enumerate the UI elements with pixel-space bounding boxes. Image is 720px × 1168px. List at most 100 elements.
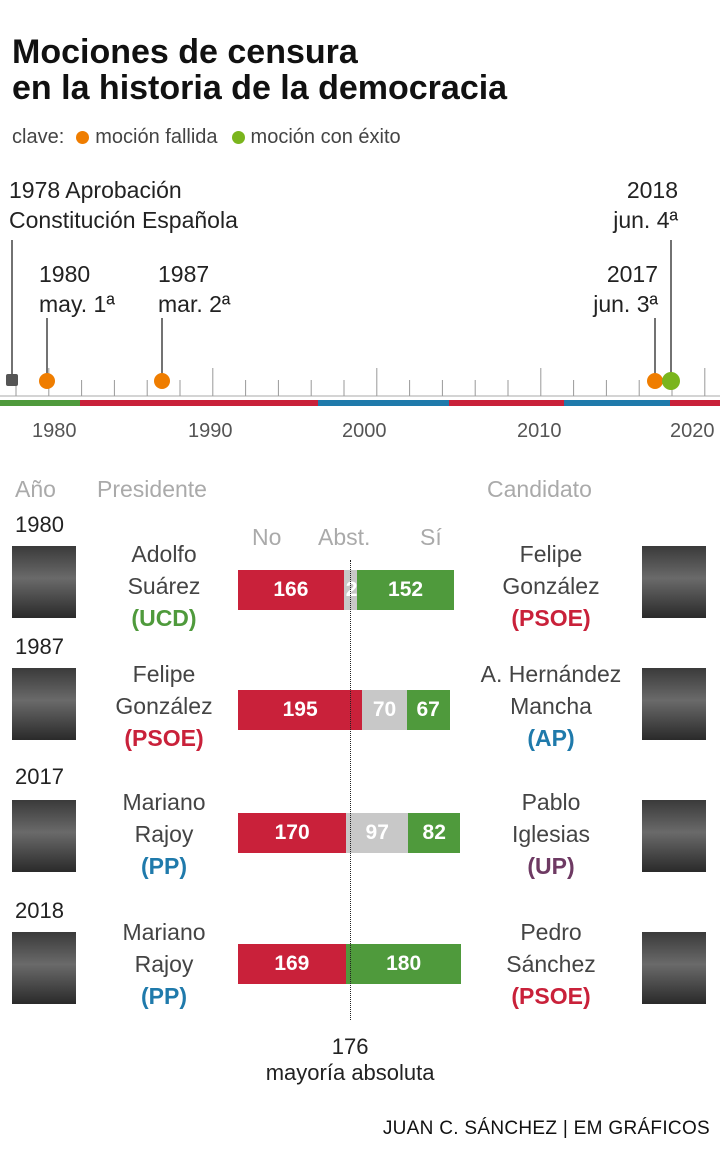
event-year: 1980	[39, 261, 91, 287]
header-candidate: Candidato	[487, 476, 592, 502]
axis-label-1990: 1990	[188, 420, 233, 442]
president-name-line2: González	[115, 693, 213, 719]
president-name-line2: Rajoy	[134, 951, 194, 977]
candidate-name: Pedro Sánchez (PSOE)	[461, 916, 641, 1012]
candidate-name-line2: Mancha	[510, 693, 592, 719]
majority-line	[350, 560, 352, 1020]
president-name: Mariano Rajoy (PP)	[74, 916, 254, 1012]
bar-abst-1987: 70	[362, 690, 407, 730]
candidate-party: (PSOE)	[511, 983, 591, 1009]
candidate-photo	[642, 800, 706, 872]
president-name-line1: Mariano	[122, 789, 206, 815]
president-name-line2: Rajoy	[134, 821, 194, 847]
header-yes: Sí	[420, 524, 442, 550]
president-photo	[12, 668, 76, 740]
bar-no-1980: 166	[238, 570, 344, 610]
candidate-name-line2: Sánchez	[506, 951, 596, 977]
majority-label: 176 mayoría absoluta	[220, 1034, 480, 1086]
president-name-line1: Mariano	[122, 919, 206, 945]
header-abst: Abst.	[318, 524, 371, 550]
event-marker-1987	[154, 373, 170, 389]
failed-dot-icon	[76, 131, 90, 144]
gov-bar-psoe	[449, 400, 564, 406]
row-year: 1980	[15, 512, 64, 537]
president-photo	[12, 932, 76, 1004]
credit: JUAN C. SÁNCHEZ | EM GRÁFICOS	[382, 1118, 710, 1139]
legend-failed-label: moción fallida	[95, 126, 218, 148]
candidate-name-line1: Pablo	[521, 789, 581, 815]
majority-value: 176	[331, 1034, 369, 1059]
header-no: No	[252, 524, 282, 550]
gov-bar-pp	[318, 400, 449, 406]
title-line-2: en la historia de la democracia	[12, 69, 508, 107]
row-year: 2017	[15, 764, 64, 789]
event-label-1987: 1987 mar. 2ª	[158, 259, 230, 319]
title-line-1: Mociones de censura	[12, 33, 358, 71]
candidate-party: (PSOE)	[511, 605, 591, 631]
legend: clave: moción fallida moción con éxito	[12, 126, 401, 149]
constitution-label: 1978 Aprobación Constitución Española	[9, 175, 238, 235]
candidate-party: (UP)	[527, 853, 575, 879]
candidate-photo	[642, 932, 706, 1004]
majority-text: mayoría absoluta	[265, 1060, 435, 1085]
event-label-2018: 2018 jun. 4ª	[613, 175, 678, 235]
gov-bar-pp	[564, 400, 670, 406]
success-dot-icon	[231, 131, 245, 144]
event-year: 2017	[606, 261, 658, 287]
bar-s-2017: 82	[408, 813, 461, 853]
event-year: 2018	[626, 177, 678, 203]
candidate-name-line1: A. Hernández	[480, 661, 622, 687]
candidate-photo	[642, 546, 706, 618]
president-name: Adolfo Suárez (UCD)	[74, 538, 254, 634]
gov-bar-ucd	[0, 400, 80, 406]
president-party: (PP)	[141, 983, 187, 1009]
president-party: (PP)	[141, 853, 187, 879]
axis-label-2010: 2010	[517, 420, 562, 442]
event-marker-2018	[662, 372, 680, 390]
event-sub: mar. 2ª	[158, 291, 231, 317]
candidate-name-line2: Iglesias	[512, 821, 590, 847]
event-sub: jun. 3ª	[593, 291, 658, 317]
bar-s-1987: 67	[406, 690, 450, 730]
header-president: Presidente	[97, 476, 207, 502]
row-year: 2018	[15, 898, 64, 923]
constitution-label-line2: Constitución Española	[9, 207, 238, 233]
event-label-1980: 1980 may. 1ª	[39, 259, 115, 319]
legend-prefix: clave:	[12, 126, 65, 148]
event-label-2017: 2017 jun. 3ª	[593, 259, 658, 319]
gov-bar-psoe	[80, 400, 318, 406]
timeline-svg	[0, 240, 720, 406]
row-year: 1987	[15, 634, 64, 659]
president-name: Felipe González (PSOE)	[74, 658, 254, 754]
president-name-line1: Felipe	[132, 661, 196, 687]
event-marker-2017	[647, 373, 663, 389]
president-photo	[12, 546, 76, 618]
bar-no-1987: 195	[238, 690, 363, 730]
event-marker-1980	[39, 373, 55, 389]
candidate-name-line2: González	[502, 573, 600, 599]
event-year: 1987	[158, 261, 210, 287]
candidate-party: (AP)	[527, 725, 575, 751]
candidate-name-line1: Felipe	[519, 541, 583, 567]
constitution-marker	[6, 374, 18, 386]
president-name: Mariano Rajoy (PP)	[74, 786, 254, 882]
candidate-photo	[642, 668, 706, 740]
president-party: (UCD)	[131, 605, 197, 631]
gov-bar-psoe	[670, 400, 720, 406]
chart-title: Mociones de censura en la historia de la…	[12, 34, 507, 106]
bar-s-1980: 152	[357, 570, 454, 610]
header-year: Año	[15, 476, 56, 502]
axis-label-1980: 1980	[32, 420, 77, 442]
president-name-line2: Suárez	[127, 573, 201, 599]
president-name-line1: Adolfo	[131, 541, 197, 567]
bar-abst-2017: 97	[346, 813, 409, 853]
axis-label-2000: 2000	[342, 420, 387, 442]
timeline-ticks	[15, 368, 706, 396]
candidate-name: Pablo Iglesias (UP)	[461, 786, 641, 882]
constitution-label-line1: 1978 Aprobación	[9, 177, 182, 203]
candidate-name-line1: Pedro	[520, 919, 582, 945]
event-sub: may. 1ª	[39, 291, 115, 317]
bar-no-2018: 169	[238, 944, 346, 984]
bar-s-2018: 180	[346, 944, 461, 984]
bar-no-2017: 170	[238, 813, 347, 853]
